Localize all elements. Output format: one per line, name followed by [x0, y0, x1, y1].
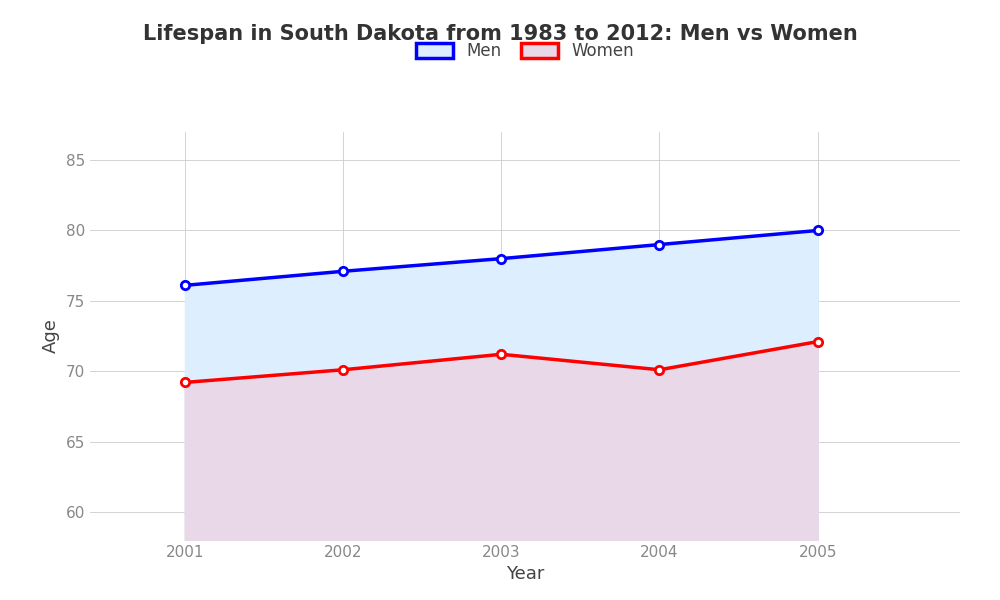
Text: Lifespan in South Dakota from 1983 to 2012: Men vs Women: Lifespan in South Dakota from 1983 to 20…: [143, 24, 857, 44]
X-axis label: Year: Year: [506, 565, 544, 583]
Y-axis label: Age: Age: [42, 319, 60, 353]
Legend: Men, Women: Men, Women: [416, 43, 634, 61]
